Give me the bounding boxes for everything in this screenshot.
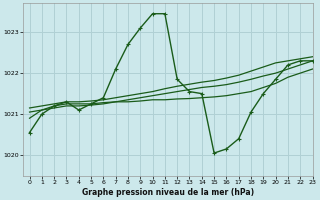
X-axis label: Graphe pression niveau de la mer (hPa): Graphe pression niveau de la mer (hPa): [82, 188, 254, 197]
